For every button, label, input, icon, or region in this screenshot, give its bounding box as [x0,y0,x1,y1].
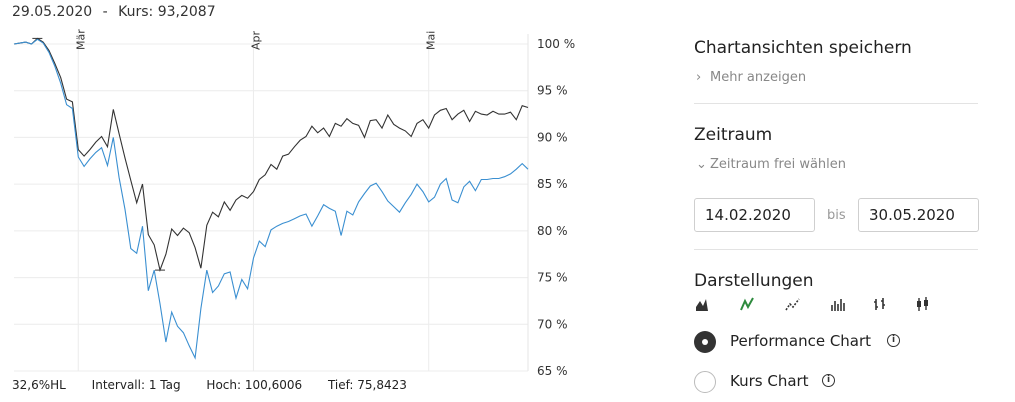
x-tick-label: Mär [74,29,87,50]
period-link[interactable]: ⌄ Zeitraum frei wählen [696,157,846,172]
option-kurs-chart[interactable]: Kurs Chart i [694,371,854,397]
bar-chart-icon[interactable] [829,296,847,312]
y-tick-label: 100 % [537,37,575,51]
stat-tief: Tief: 75,8423 [327,378,407,392]
y-tick-label: 90 % [537,130,568,144]
more-label: Mehr anzeigen [710,70,807,85]
display-title: Darstellungen [694,271,814,291]
line-chart-icon[interactable] [739,296,757,312]
period-link-label: Zeitraum frei wählen [710,157,847,172]
stat-hl: 32,6%HL [12,378,66,392]
candlestick-icon[interactable] [914,296,932,312]
y-tick-label: 65 % [537,364,568,378]
info-icon[interactable]: i [822,374,835,387]
option-performance-chart[interactable]: Performance Chart i [694,331,914,357]
divider [694,249,978,250]
stat-hoch: Hoch: 100,6006 [206,378,303,392]
chevron-right-icon: › [696,70,702,85]
chart-area[interactable]: 29.05.2020 - Kurs: 93,2087 100 % 95 % 90 %… [0,0,590,402]
series-line-0 [13,37,529,273]
chart-type-selector [694,296,954,314]
y-tick-label: 80 % [537,224,568,238]
y-tick-label: 95 % [537,84,568,98]
chevron-down-icon: ⌄ [696,157,707,172]
kurs-chart-label: Kurs Chart [730,372,809,390]
y-tick-label: 75 % [537,271,568,285]
chart-stats: 32,6%HL Intervall: 1 Tag Hoch: 100,6006 … [12,378,429,392]
save-views-title: Chartansichten speichern [694,38,912,58]
header-kurs: Kurs: 93,2087 [118,4,216,20]
y-tick-label: 85 % [537,177,568,191]
kurs-chart-radio[interactable] [694,371,716,393]
performance-chart-label: Performance Chart [730,332,872,350]
info-icon[interactable]: i [887,334,900,347]
x-tick-label: Apr [249,30,262,50]
to-date-input[interactable] [858,198,979,232]
stat-intervall: Intervall: 1 Tag [91,378,181,392]
settings-panel: Chartansichten speichern › Mehr anzeigen … [694,0,980,402]
area-chart-icon[interactable] [694,296,712,312]
header-separator: - [102,4,108,20]
performance-chart-radio[interactable] [694,331,716,353]
ohlc-icon[interactable] [872,296,890,312]
bis-label: bis [827,208,846,223]
series-line-1 [13,38,529,360]
performance-chart[interactable]: 100 % 95 % 90 % 85 % 80 % 75 % 70 % 65 % Mär Apr M… [0,0,590,378]
dotted-line-icon[interactable] [784,296,802,312]
period-title: Zeitraum [694,125,773,145]
from-date-input[interactable] [694,198,815,232]
header-date: 29.05.2020 [12,4,93,20]
x-tick-label: Mai [425,31,438,50]
y-tick-label: 70 % [537,317,568,331]
divider [694,103,978,104]
more-link[interactable]: › Mehr anzeigen [696,70,806,85]
chart-header: 29.05.2020 - Kurs: 93,2087 [12,4,222,20]
